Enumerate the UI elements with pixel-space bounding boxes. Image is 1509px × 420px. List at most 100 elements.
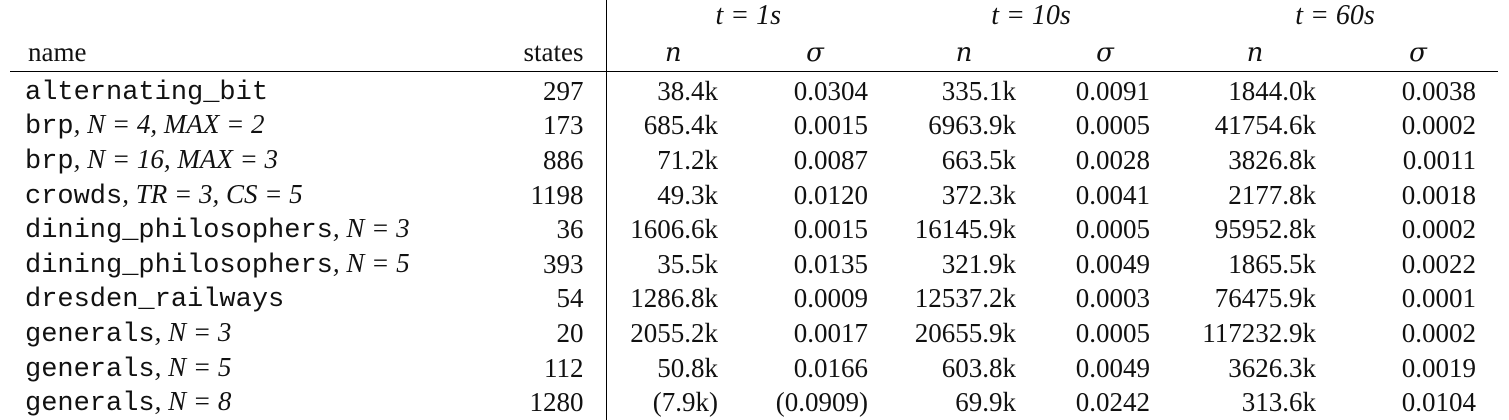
model-name-cell: alternating_bit (10, 72, 496, 109)
n-value-t1: 685.4k (643, 110, 718, 141)
model-name-cell: brp, N = 4, MAX = 2 (10, 109, 496, 144)
sigma-value-t10: 0.0003 (1075, 283, 1151, 314)
n-value-t60: 95952.8k (1214, 214, 1317, 245)
sigma-value-t60: 0.0104 (1401, 387, 1477, 418)
n-value-t1: 1606.6k (630, 214, 718, 245)
table-header: t = 1s t = 10s t = 60s name states n σ n… (10, 0, 1499, 72)
sigma-value-t10: 0.0005 (1075, 317, 1151, 348)
model-params: , N = 8 (154, 386, 232, 417)
n-value-t60: 1844.0k (1228, 75, 1317, 106)
n-value-t1: 2055.2k (630, 317, 718, 348)
sigma-value-t10: 0.0028 (1075, 144, 1151, 175)
table-row: dining_philosophers, N = 5 393 35.5k 0.0135… (10, 246, 1498, 282)
sigma-value-t60: 0.0018 (1401, 179, 1477, 210)
sigma-value-t60: 0.0038 (1401, 75, 1477, 106)
model-params: , N = 4, MAX = 2 (73, 109, 265, 140)
sigma-value-t1: 0.0087 (793, 144, 869, 175)
n-value-t10: 603.8k (941, 352, 1017, 383)
model-params: , N = 3 (154, 316, 232, 347)
states-cell: 1198 (496, 177, 607, 213)
model-name: dining_philosophers (25, 216, 333, 247)
column-header-n: n (606, 32, 740, 72)
model-name: generals (25, 354, 155, 385)
model-name: dining_philosophers (25, 250, 333, 281)
sigma-value-t1: 0.0015 (793, 110, 869, 141)
sigma-value-t10: 0.0005 (1075, 214, 1151, 245)
states-cell: 54 (496, 281, 607, 317)
table-row: crowds, TR = 3, CS = 5 1198 49.3k 0.0120 372… (10, 177, 1498, 213)
table-row: brp, N = 4, MAX = 2 173 685.4k 0.0015 6963.9… (10, 108, 1498, 144)
model-name-cell: dresden_railways (10, 282, 496, 317)
states-cell: 112 (496, 350, 607, 386)
table-row: dresden_railways 54 1286.8k 0.0009 12537.2k 0… (10, 281, 1498, 317)
table-body: alternating_bit 297 38.4k 0.0304 335.1k 0.009… (10, 71, 1498, 420)
states-cell: 36 (496, 212, 607, 247)
table-row: generals, N = 3 20 2055.2k 0.0017 20655.9k 0.… (10, 316, 1498, 351)
n-value-t10: 372.3k (941, 179, 1017, 210)
states-cell: 1280 (496, 385, 607, 420)
table-row: dining_philosophers, N = 3 36 1606.6k 0.001… (10, 212, 1498, 247)
group-header-row: t = 1s t = 10s t = 60s (10, 0, 1498, 32)
model-params: , N = 3 (332, 213, 410, 244)
model-name-cell: generals, N = 3 (10, 316, 496, 351)
n-value-t1: 50.8k (657, 352, 718, 383)
model-name-cell: dining_philosophers, N = 5 (10, 247, 496, 282)
n-value-t10: 12537.2k (914, 283, 1017, 314)
model-name: generals (25, 319, 155, 350)
n-value-t60: 41754.6k (1214, 110, 1317, 141)
states-cell: 173 (496, 108, 607, 144)
sigma-value-t1: 0.0304 (793, 75, 869, 106)
sigma-value-t60: 0.0011 (1402, 144, 1477, 175)
sigma-value-t1: (0.0909) (775, 387, 869, 418)
sigma-value-t60: 0.0022 (1401, 248, 1477, 279)
model-name: brp (25, 112, 74, 143)
n-value-t60: 76475.9k (1214, 283, 1317, 314)
n-value-t10: 335.1k (941, 75, 1017, 106)
column-header-n: n (1172, 32, 1339, 72)
table-row: generals, N = 8 1280 (7.9k) (0.0909) 69.9k 0.… (10, 385, 1498, 420)
n-value-t1: 49.3k (657, 179, 718, 210)
sigma-value-t60: 0.0002 (1401, 317, 1477, 348)
sigma-value-t1: 0.0009 (793, 283, 869, 314)
sigma-value-t60: 0.0019 (1401, 352, 1477, 383)
n-value-t1: (7.9k) (652, 387, 718, 418)
n-value-t10: 6963.9k (928, 110, 1017, 141)
sigma-value-t10: 0.0242 (1075, 387, 1151, 418)
model-params: , N = 5 (154, 351, 232, 382)
empty-header-cell (496, 0, 607, 32)
table-row: brp, N = 16, MAX = 3 886 71.2k 0.0087 663.5k… (10, 143, 1498, 178)
sigma-value-t10: 0.0049 (1075, 248, 1151, 279)
model-name: brp (25, 146, 74, 177)
n-value-t60: 2177.8k (1228, 179, 1317, 210)
empty-header-cell (10, 0, 496, 32)
column-header-name: name (10, 32, 496, 72)
group-header-t10: t = 10s (991, 0, 1071, 31)
n-value-t60: 3626.3k (1228, 352, 1317, 383)
model-params: , N = 16, MAX = 3 (73, 143, 279, 174)
sigma-value-t60: 0.0002 (1401, 110, 1477, 141)
column-header-sigma: σ (740, 32, 891, 72)
n-value-t10: 16145.9k (914, 214, 1017, 245)
sigma-value-t60: 0.0001 (1401, 283, 1477, 314)
sigma-value-t1: 0.0120 (793, 179, 869, 210)
n-value-t1: 35.5k (657, 248, 718, 279)
model-params: , N = 5 (332, 247, 410, 278)
sigma-value-t10: 0.0091 (1075, 75, 1151, 106)
model-name-cell: dining_philosophers, N = 3 (10, 212, 496, 247)
table-row: generals, N = 5 112 50.8k 0.0166 603.8k 0.004… (10, 350, 1498, 386)
n-value-t60: 3826.8k (1228, 144, 1317, 175)
group-header-t60: t = 60s (1295, 0, 1375, 31)
model-name-cell: generals, N = 5 (10, 351, 496, 386)
group-header-t1: t = 1s (715, 0, 782, 31)
sigma-value-t10: 0.0005 (1075, 110, 1151, 141)
model-name-cell: brp, N = 16, MAX = 3 (10, 143, 496, 178)
states-cell: 20 (496, 316, 607, 351)
sigma-value-t1: 0.0015 (793, 214, 869, 245)
states-cell: 886 (496, 143, 607, 178)
n-value-t60: 313.6k (1241, 387, 1317, 418)
column-header-row: name states n σ n σ n σ (10, 32, 1499, 72)
column-header-sigma: σ (1338, 32, 1499, 72)
n-value-t60: 1865.5k (1228, 248, 1317, 279)
sigma-value-t60: 0.0002 (1401, 214, 1477, 245)
